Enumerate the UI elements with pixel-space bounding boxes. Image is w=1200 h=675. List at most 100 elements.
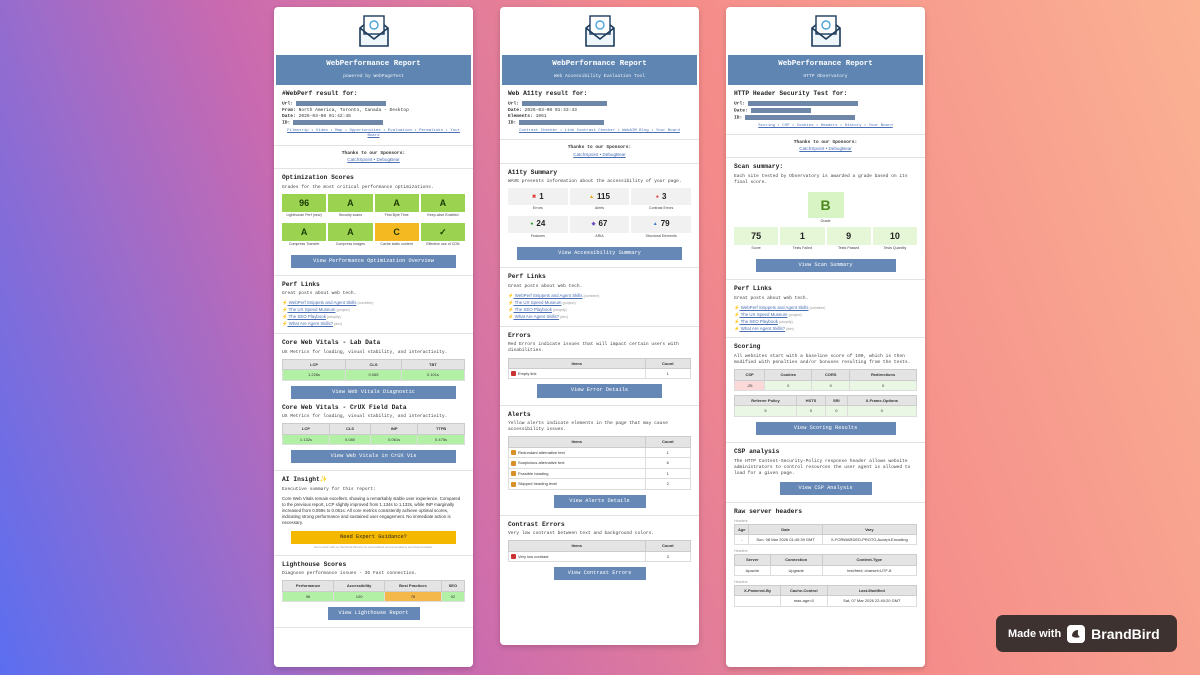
made-with-text: Made with — [1008, 627, 1062, 640]
table-cell: 78 — [384, 590, 442, 603]
brandbird-logo-icon — [1067, 624, 1086, 643]
contrast-table: Items Count Very low contrast 3 — [508, 540, 691, 563]
score-label: Compress Images — [335, 241, 365, 246]
perf-link[interactable]: What Are Agent Skills? — [287, 321, 334, 327]
table-header: HSTS — [795, 395, 827, 407]
perf-link[interactable]: The SEO Playbook — [513, 306, 552, 312]
sponsor-links[interactable]: CatchSpoint • DebugBear — [347, 156, 400, 162]
score-cell: A Keep-alive Enabled — [420, 193, 465, 221]
view-optimization-button[interactable]: View Performance Optimization Overview — [291, 254, 456, 268]
perf-link[interactable]: The UX Speed Museum — [739, 311, 788, 317]
brandbird-badge[interactable]: Made with BrandBird — [996, 615, 1177, 652]
grade-label: Grade — [820, 219, 831, 224]
redacted-id — [293, 120, 384, 126]
item-label: Very low contrast — [518, 553, 549, 559]
scan-stat: 75 Score — [734, 227, 779, 254]
view-scoring-button[interactable]: View Scoring Results — [755, 421, 896, 436]
section-desc: Diagnose performance issues - 3G Fast co… — [282, 571, 418, 577]
report-subtitle: HTTP Observatory — [803, 74, 848, 80]
report-nav[interactable]: Scoring • CSP • Cookies • Headers • Hist… — [758, 123, 893, 128]
perf-link[interactable]: The UX Speed Museum — [513, 299, 562, 305]
from-value: North America, Toronto, Canada - Desktop — [298, 107, 409, 113]
table-header: CLS — [328, 423, 372, 435]
view-lighthouse-button[interactable]: View Lighthouse Report — [327, 607, 420, 621]
scan-stat-label: Score — [751, 246, 761, 251]
optimization-grid: 96 Lighthouse Perf (new) A Security scans A F… — [282, 193, 465, 250]
perf-link[interactable]: WebPerf Snippets and Agent Skills — [513, 292, 583, 298]
section-desc: Very low contrast between text and backg… — [508, 531, 655, 537]
section-title: A11ty Summary — [508, 168, 558, 176]
a11y-stat: ● 24 Features — [508, 216, 568, 242]
count-header: Count — [644, 540, 691, 552]
section-title: Scan summary: — [734, 163, 784, 171]
lightning-icon: ⚡ — [508, 299, 514, 305]
score-value: A — [328, 193, 373, 212]
perf-link[interactable]: The SEO Playbook — [739, 318, 778, 324]
view-csp-button[interactable]: View CSP Analysis — [779, 482, 872, 496]
score-cell: C Cache static content — [374, 222, 419, 250]
result-info: HTTP Header Security Test for: Url: Date… — [726, 85, 925, 135]
a11y-stat-number: 1 — [539, 191, 544, 201]
issue-icon — [511, 554, 516, 560]
perf-link-note: (shopify) — [551, 307, 567, 312]
perf-link[interactable]: The SEO Playbook — [287, 314, 326, 320]
count-header: Count — [644, 436, 691, 448]
result-heading: #WebPerf result for: — [282, 90, 358, 98]
scan-stat-value: 75 — [734, 227, 779, 246]
view-vitals-diagnostic-button[interactable]: View Web Vitals Diagnostic — [291, 385, 456, 399]
url-label: Url: — [508, 101, 520, 107]
lightning-icon: ⚡ — [282, 300, 288, 306]
table-cell: 0 — [795, 405, 827, 417]
item-count: 3 — [644, 550, 691, 563]
a11y-stat-label: Alerts — [594, 206, 605, 211]
table-header: LCP — [282, 423, 330, 435]
table-header-row: Performance Accessibility Best Practices SE… — [281, 580, 466, 592]
raw-headers-table-3: X-Powered-By Cache-Control Last-Modified ma… — [734, 584, 918, 607]
perf-link-item: ⚡ The SEO Playbook (shopify) — [508, 307, 691, 313]
a11y-stat-number: 24 — [536, 219, 546, 229]
perf-link-note: (project) — [335, 308, 350, 313]
perf-link[interactable]: WebPerf Snippets and Agent Skills — [739, 304, 809, 310]
lightning-icon: ⚡ — [508, 292, 514, 298]
section-desc: UX Metrics for loading, visual stability… — [282, 349, 448, 355]
view-crux-vis-button[interactable]: View Web Vitals in CrUX Vis — [291, 450, 456, 464]
report-nav[interactable]: Filmstrip • Video • Map • Opportunities … — [287, 129, 460, 139]
score-value: A — [282, 222, 327, 241]
a11y-stat: ▲ 79 Structural Elements — [631, 216, 691, 242]
report-nav[interactable]: Contrast Checker • Link Contrast Checker… — [519, 129, 680, 133]
view-alerts-button[interactable]: View Alerts Details — [553, 494, 646, 508]
section-title: Perf Links — [734, 285, 772, 292]
item-count: 6 — [644, 457, 691, 469]
score-cell: A Compress Transfer — [282, 222, 327, 250]
lightning-icon: ⚡ — [282, 314, 288, 320]
section-desc: Each site tested by Observatory is award… — [734, 173, 908, 185]
perf-link-note: (combine) — [582, 293, 600, 298]
date-value: 2026-03-08 01:43:43 — [524, 107, 577, 113]
sponsor-links[interactable]: CatchSpoint • DebugBear — [573, 151, 626, 157]
table-header: INP — [370, 423, 419, 435]
perf-link[interactable]: What Are Agent Skills? — [739, 325, 786, 331]
scoring-section: Scoring All websites start with a baseli… — [726, 338, 925, 444]
scan-stat: 1 Tests Failed — [780, 227, 825, 254]
perf-link[interactable]: WebPerf Snippets and Agent Skills — [287, 300, 357, 306]
sponsor-links[interactable]: CatchSpoint • DebugBear — [799, 146, 852, 152]
a11y-stat: ◆ 67 ARIA — [569, 216, 630, 242]
view-contrast-button[interactable]: View Contrast Errors — [553, 567, 646, 581]
table-header: Vary — [821, 523, 918, 535]
report-banner: WebPerformance Report Web Accessibility … — [502, 55, 697, 86]
item-cell: Suspicious alternative text — [508, 457, 646, 469]
view-error-details-button[interactable]: View Error Details — [537, 384, 662, 398]
perf-link[interactable]: The UX Speed Museum — [287, 307, 336, 313]
score-label: Lighthouse Perf (new) — [286, 212, 322, 217]
view-scan-summary-button[interactable]: View Scan Summary — [755, 258, 896, 272]
a11y-stat: ▲ 115 Alerts — [569, 188, 630, 214]
alerts-section: Alerts Yellow alerts indicate elements i… — [500, 406, 699, 516]
lightning-icon: ⚡ — [508, 306, 514, 312]
view-a11y-summary-button[interactable]: View Accessibility Summary — [517, 247, 682, 261]
perf-link[interactable]: What Are Agent Skills? — [513, 313, 560, 319]
scan-stat-value: 1 — [780, 227, 825, 246]
expert-guidance-button[interactable]: Need Expert Guidance? — [291, 530, 456, 544]
envelope-icon — [274, 7, 473, 55]
sponsors: Thanks to our Sponsors: CatchSpoint • De… — [500, 140, 699, 164]
perf-link-note: (dev) — [559, 314, 569, 319]
